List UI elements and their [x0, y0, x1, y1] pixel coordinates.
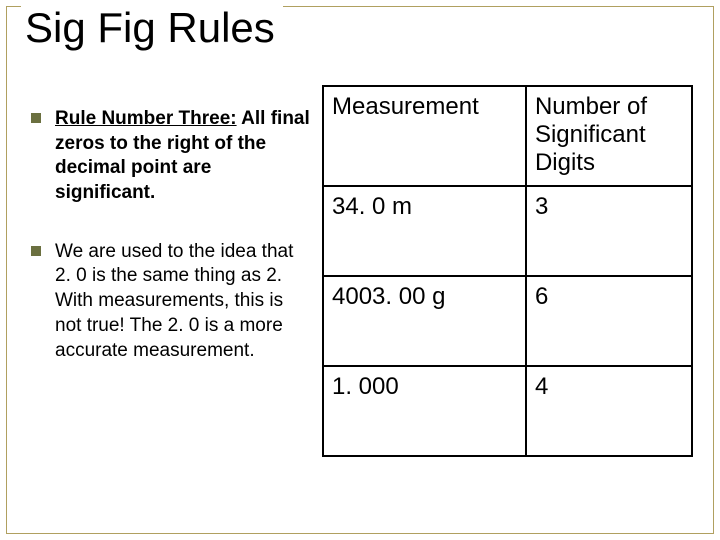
content-area: Rule Number Three: All final zeros to th… [27, 85, 693, 513]
list-item: We are used to the idea that 2. 0 is the… [27, 240, 312, 363]
table-row: 4003. 00 g 6 [323, 276, 692, 366]
sig-fig-table: Measurement Number of Significant Digits… [322, 85, 693, 457]
slide-frame: Sig Fig Rules Rule Number Three: All fin… [6, 6, 714, 534]
cell-measurement: 4003. 00 g [323, 276, 526, 366]
cell-digits: 6 [526, 276, 692, 366]
rule-label: Rule Number Three: [55, 108, 237, 129]
table-header-row: Measurement Number of Significant Digits [323, 86, 692, 186]
table-container: Measurement Number of Significant Digits… [322, 85, 693, 513]
bullet-text: We are used to the idea that 2. 0 is the… [55, 240, 312, 363]
cell-measurement: 1. 000 [323, 366, 526, 456]
bullet-list: Rule Number Three: All final zeros to th… [27, 85, 312, 513]
cell-measurement: 34. 0 m [323, 186, 526, 276]
column-header-digits: Number of Significant Digits [526, 86, 692, 186]
column-header-measurement: Measurement [323, 86, 526, 186]
table-row: 1. 000 4 [323, 366, 692, 456]
page-title: Sig Fig Rules [25, 4, 275, 52]
square-bullet-icon [31, 246, 41, 256]
rule-body: We are used to the idea that 2. 0 is the… [55, 241, 293, 361]
list-item: Rule Number Three: All final zeros to th… [27, 107, 312, 206]
bullet-text: Rule Number Three: All final zeros to th… [55, 107, 312, 206]
cell-digits: 4 [526, 366, 692, 456]
cell-digits: 3 [526, 186, 692, 276]
title-container: Sig Fig Rules [21, 4, 283, 60]
square-bullet-icon [31, 113, 41, 123]
table-row: 34. 0 m 3 [323, 186, 692, 276]
